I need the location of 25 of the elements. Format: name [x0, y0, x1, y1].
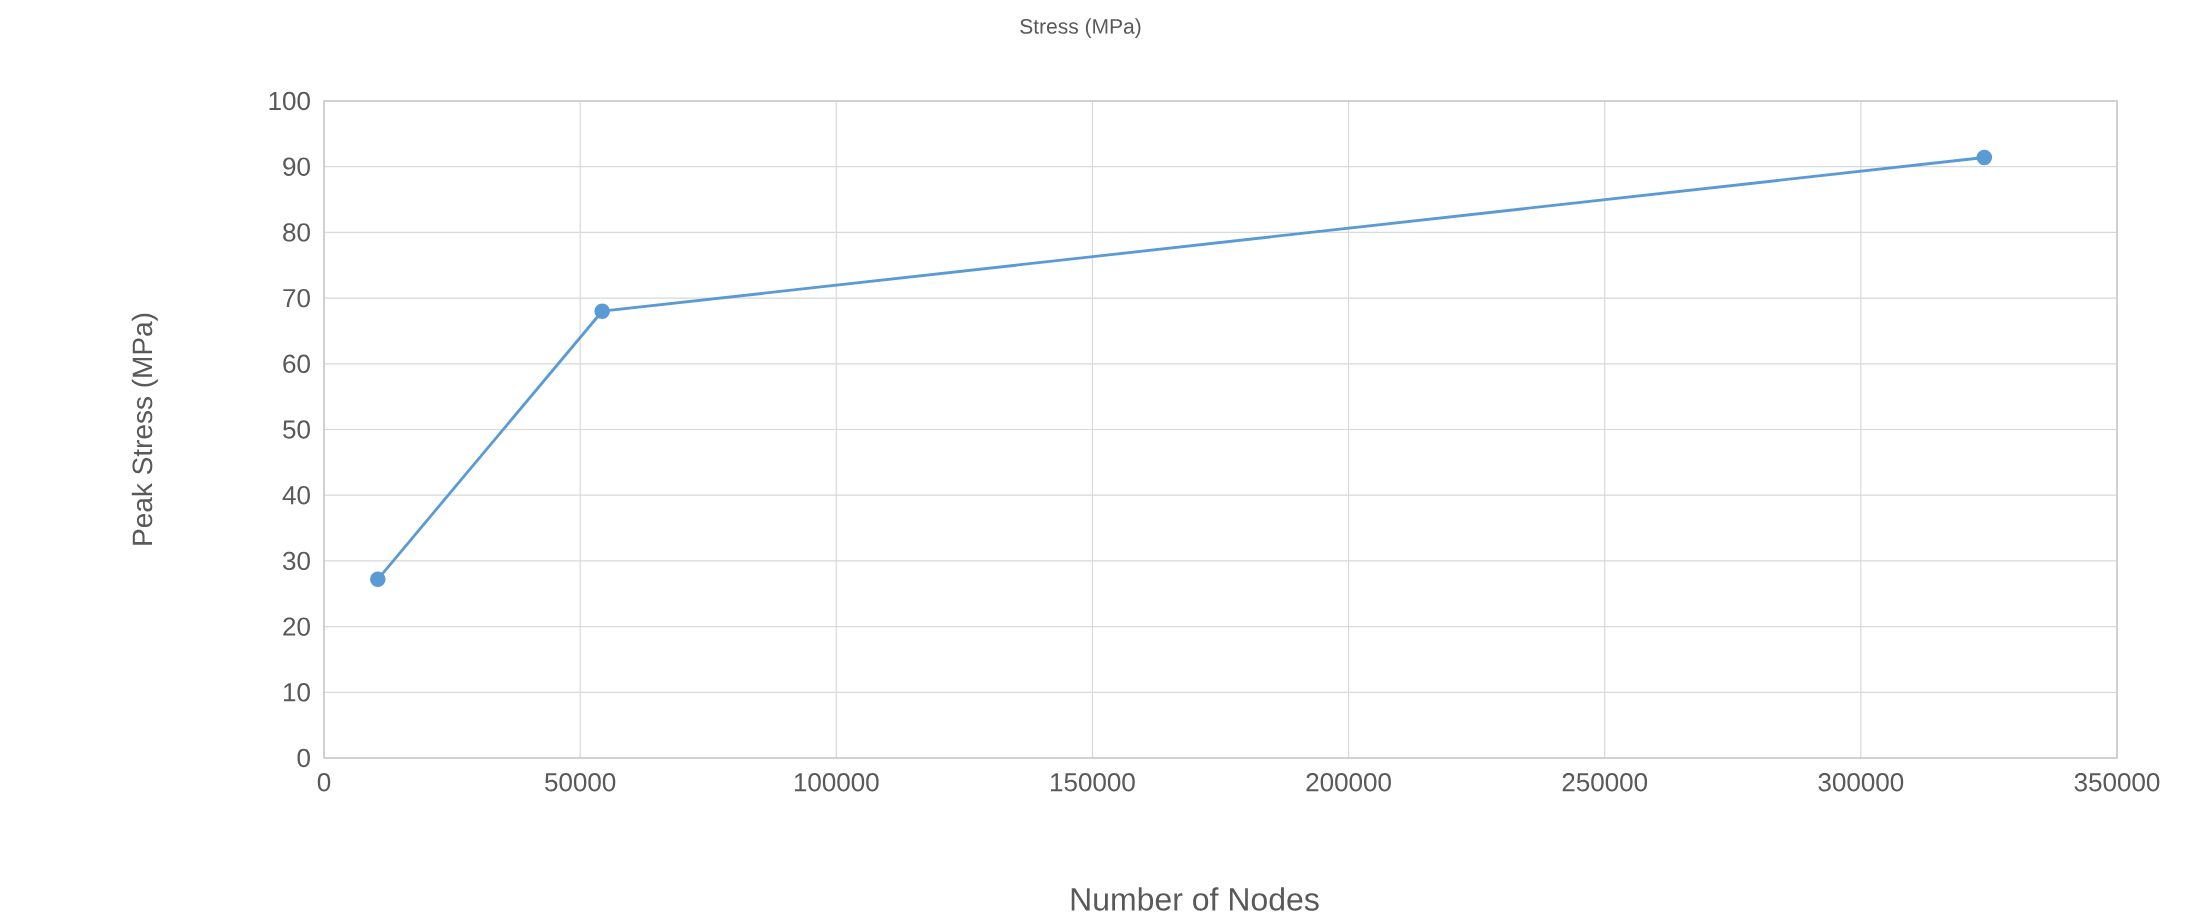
x-tick-label: 300000 [1818, 773, 1904, 792]
point [594, 303, 610, 320]
x-tick-label: 50000 [545, 773, 616, 792]
x-tick-label: 200000 [1306, 773, 1391, 792]
y-tick-label: 60 [283, 354, 310, 373]
y-tick-label: 40 [282, 485, 310, 505]
x-tick-label: 0 [317, 773, 331, 792]
y-tick-label: 90 [283, 157, 310, 176]
y-tick-label: 70 [283, 288, 310, 308]
point [369, 571, 386, 588]
y-tick-label: 30 [283, 551, 310, 571]
x-tick-label: 250000 [1562, 773, 1648, 792]
point [1976, 149, 1993, 166]
x-tick-label: 100000 [794, 773, 879, 792]
y-tick-label: 0 [297, 748, 310, 768]
y-tick-label: 50 [283, 420, 310, 439]
y-tick-label: 10 [284, 683, 310, 702]
x-tick-label: 150000 [1051, 773, 1135, 792]
x-axis-title: Number of Nodes [1071, 887, 1319, 911]
chart-title: Stress (MPa) [1020, 18, 1141, 38]
y-tick-label: 20 [283, 617, 310, 636]
y-tick-label: 100 [269, 91, 310, 111]
x-tick-label: 350000 [2074, 773, 2160, 792]
y-axis-title: Peak Stress (MPa) [131, 313, 158, 545]
y-tick-label: 80 [283, 223, 310, 242]
